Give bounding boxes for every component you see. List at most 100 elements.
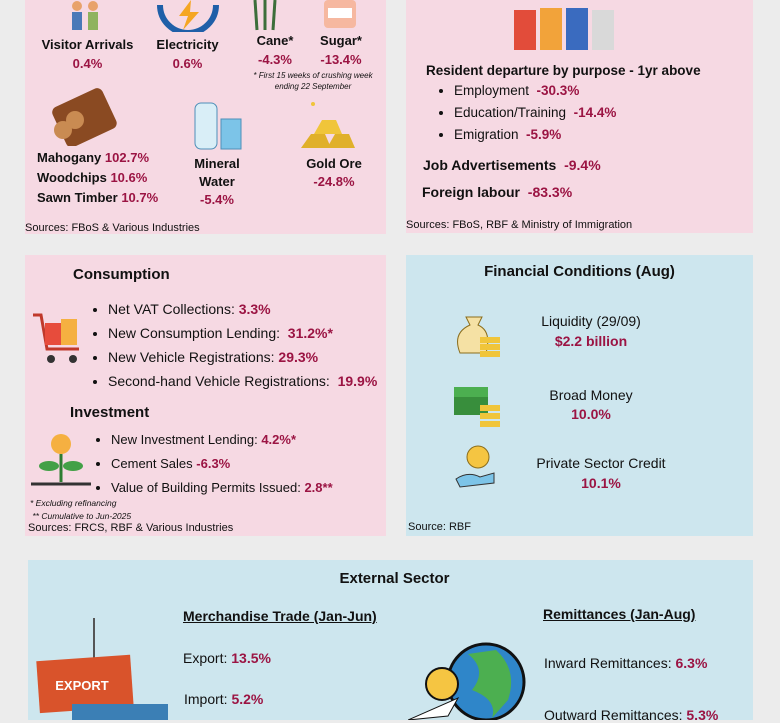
value: 31.2%* [287, 325, 333, 341]
cash-icon [454, 387, 500, 427]
value: -4.3% [258, 52, 292, 67]
label: Mineral Water [194, 156, 240, 189]
label: New Investment Lending: [111, 432, 258, 447]
sector-item: Cane* -4.3% [240, 33, 310, 67]
value: 13.5% [231, 650, 271, 666]
value: -83.3% [527, 184, 573, 200]
sector-item: Electricity 0.6% [145, 37, 230, 71]
label: New Vehicle Registrations: [108, 349, 275, 365]
value: $2.2 billion [554, 333, 628, 349]
value: 2.8** [304, 480, 333, 495]
value: 4.2%* [261, 432, 297, 447]
label: Private Sector Credit [536, 455, 666, 471]
label: Visitor Arrivals [41, 37, 134, 52]
label: Inward Remittances: [544, 655, 672, 671]
visitor-icon [72, 1, 98, 30]
title: Consumption [73, 266, 170, 283]
value: -5.4% [200, 192, 234, 207]
title: Financial Conditions (Aug) [484, 263, 675, 280]
label: Liquidity (29/09) [541, 313, 641, 329]
sector-item: Sugar* -13.4% [310, 33, 372, 67]
value: -13.4% [320, 52, 362, 67]
source: Sources: FBoS & Various Industries [25, 222, 200, 234]
investment-icon [31, 434, 91, 486]
value: -24.8% [313, 174, 355, 189]
credit-icon [455, 445, 495, 488]
value: 6.3% [675, 655, 708, 671]
value: 10.7% [121, 190, 159, 205]
consumption-panel: Consumption Net VAT Collections: 3.3% Ne… [25, 255, 386, 536]
value: 10.0% [571, 406, 611, 422]
value: 102.7% [104, 150, 150, 165]
footnote: * Excluding refinancing [30, 498, 117, 508]
timber-icon [52, 88, 117, 146]
label: Net VAT Collections: [108, 301, 235, 317]
label: Export: [183, 650, 228, 666]
label: Value of Building Permits Issued: [111, 480, 301, 495]
label: Cement Sales [111, 456, 193, 471]
value: 10.6% [110, 170, 148, 185]
value: 5.2% [231, 691, 264, 707]
investment-list: New Investment Lending: 4.2%* Cement Sal… [93, 428, 333, 500]
value: 0.6% [172, 56, 203, 71]
label: Woodchips [37, 170, 107, 185]
label: Broad Money [549, 387, 633, 403]
sectors-panel: Visitor Arrivals 0.4% Electricity 0.6% Can… [25, 0, 386, 234]
heading: Merchandise Trade (Jan-Jun) [183, 608, 377, 624]
label: Emigration [454, 127, 519, 142]
sugar-icon [324, 0, 356, 28]
gold-icon [301, 102, 355, 148]
label: Import: [184, 691, 228, 707]
footnote: ** Cumulative to Jun-2025 [30, 511, 132, 521]
value: 0.4% [72, 56, 103, 71]
departure-list: Employment -30.3% Education/Training -14… [436, 80, 616, 146]
remittance-item: Inward Remittances: 6.3% [544, 655, 707, 671]
source: Sources: FRCS, RBF & Various Industries [28, 522, 234, 534]
label: Outward Remittances: [544, 707, 683, 723]
globe-icon [408, 642, 526, 720]
labour-panel: Resident departure by purpose - 1yr abov… [406, 0, 753, 233]
remittance-item: Outward Remittances: 5.3% [544, 707, 718, 723]
electricity-icon [157, 0, 219, 32]
foreign-labour: Foreign labour -83.3% [422, 184, 572, 200]
water-icon [194, 102, 242, 150]
heading: Resident departure by purpose - 1yr abov… [426, 63, 701, 78]
label: Sugar* [320, 33, 362, 48]
source: Source: RBF [408, 521, 471, 533]
label: Foreign labour [422, 184, 520, 200]
footnotes: * Excluding refinancing ** Cumulative to… [30, 497, 131, 523]
external-panel: External Sector EXPORT Merchandise Trade… [28, 560, 753, 723]
container-icon: EXPORT [36, 618, 168, 720]
value: 10.1% [581, 475, 621, 491]
value: 19.9% [337, 373, 378, 389]
label: Second-hand Vehicle Registrations: [108, 373, 330, 389]
title: Investment [70, 404, 150, 421]
label: Electricity [156, 37, 219, 52]
label: Job Advertisements [423, 157, 557, 173]
value: -9.4% [564, 157, 601, 173]
label: Education/Training [454, 105, 567, 120]
value: 3.3% [238, 301, 271, 317]
trade-item: Import: 5.2% [184, 691, 263, 707]
footnote: * First 15 weeks of crushing week ending… [253, 71, 373, 91]
label: Sawn Timber [37, 190, 118, 205]
value: -30.3% [536, 83, 580, 98]
cart-icon [33, 313, 79, 363]
heading: Remittances (Jan-Aug) [543, 606, 696, 622]
container-label: EXPORT [55, 678, 109, 693]
timber-list: Mahogany 102.7% Woodchips 10.6% Sawn Tim… [37, 148, 158, 208]
value: 29.3% [278, 349, 319, 365]
label: Mahogany [37, 150, 102, 165]
label: Cane* [256, 33, 294, 48]
value: -14.4% [573, 105, 617, 120]
source: Sources: FBoS, RBF & Ministry of Immigra… [406, 219, 633, 231]
sector-item: Visitor Arrivals 0.4% [30, 37, 145, 71]
trade-item: Export: 13.5% [183, 650, 271, 666]
title: External Sector [339, 570, 450, 587]
money-bag-icon [457, 316, 500, 357]
cane-icon [253, 0, 277, 31]
job-ads: Job Advertisements -9.4% [423, 157, 601, 173]
label: New Consumption Lending: [108, 325, 280, 341]
value: -5.9% [526, 127, 562, 142]
